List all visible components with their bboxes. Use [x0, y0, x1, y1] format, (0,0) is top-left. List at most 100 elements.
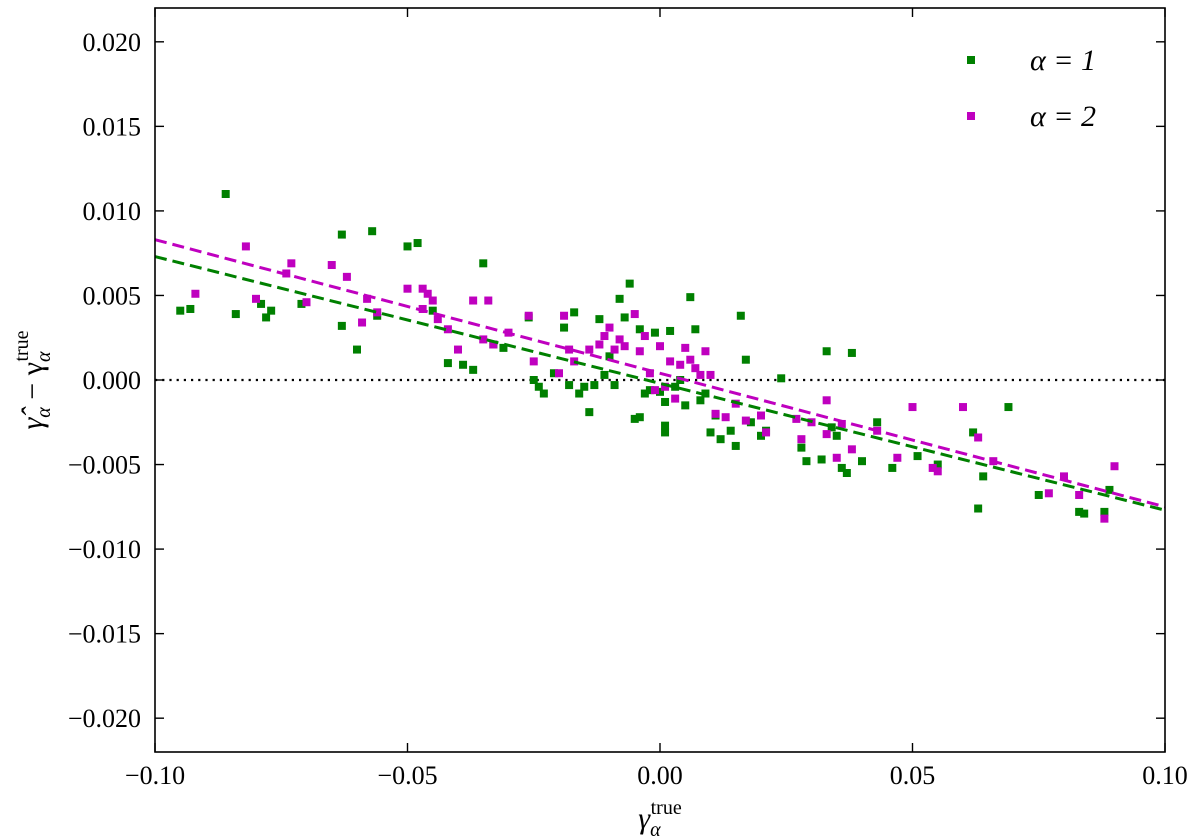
data-point — [358, 318, 367, 327]
data-point — [873, 418, 882, 427]
x-tick-label: 0.00 — [637, 761, 683, 790]
data-point — [499, 343, 508, 352]
data-point — [661, 428, 670, 437]
data-point — [433, 315, 442, 324]
data-point — [671, 394, 680, 403]
data-point — [403, 284, 412, 293]
data-point — [403, 242, 412, 251]
data-point — [640, 389, 649, 398]
data-point — [191, 289, 200, 298]
data-point — [479, 335, 488, 344]
data-point — [797, 435, 806, 444]
data-point — [176, 306, 185, 315]
data-point — [928, 463, 937, 472]
data-point — [741, 355, 750, 364]
data-point — [1110, 462, 1119, 471]
data-point — [736, 311, 745, 320]
data-point — [706, 428, 715, 437]
data-point — [832, 453, 841, 462]
data-point — [635, 413, 644, 422]
data-point — [974, 504, 983, 513]
data-point — [959, 403, 967, 412]
data-point — [827, 423, 836, 432]
series-2-points — [191, 242, 1119, 523]
data-point — [681, 401, 690, 410]
data-point — [342, 272, 351, 281]
data-point — [1034, 490, 1043, 499]
data-point — [363, 294, 372, 303]
data-point — [691, 325, 700, 334]
data-point — [746, 418, 755, 427]
data-point — [762, 428, 771, 437]
data-point — [757, 411, 765, 420]
data-point — [368, 227, 377, 236]
data-point — [615, 294, 624, 303]
x-axis-title-sub: α — [650, 819, 661, 840]
data-point — [645, 386, 654, 395]
data-point — [337, 230, 346, 239]
data-point — [847, 445, 856, 454]
data-point — [580, 382, 589, 391]
x-tick-label: −0.10 — [125, 761, 185, 790]
data-point — [459, 360, 468, 369]
data-point — [428, 306, 437, 315]
data-point — [822, 396, 831, 405]
data-point — [489, 340, 498, 349]
data-point — [479, 259, 488, 268]
data-point — [933, 460, 942, 469]
data-point — [842, 469, 851, 477]
data-point — [186, 304, 195, 313]
data-point — [817, 455, 826, 464]
data-point — [661, 397, 670, 406]
data-point — [1060, 472, 1068, 481]
data-point — [792, 414, 801, 423]
data-point — [656, 387, 664, 396]
series-2-fit-line — [154, 238, 1166, 509]
data-point — [620, 313, 629, 322]
data-point — [443, 359, 452, 368]
data-point — [524, 311, 533, 320]
data-point — [610, 381, 619, 390]
y-tick-label: 0.010 — [83, 197, 142, 226]
data-point — [555, 369, 563, 378]
data-point — [1044, 489, 1053, 498]
data-point — [691, 364, 700, 373]
data-point — [741, 416, 750, 425]
series-1-fit-line — [154, 255, 1166, 512]
legend: α = 1 α = 2 — [967, 44, 1096, 133]
data-point — [605, 323, 614, 332]
data-point — [423, 289, 432, 298]
data-point — [645, 369, 654, 378]
y-tick-label: −0.010 — [68, 535, 141, 564]
data-point — [711, 409, 720, 418]
data-point — [908, 403, 917, 412]
data-point — [302, 298, 311, 307]
data-point — [529, 376, 538, 384]
series-1-points — [176, 190, 1114, 518]
data-point — [625, 279, 634, 288]
data-point — [837, 419, 846, 428]
data-point — [529, 357, 538, 366]
data-point — [671, 382, 680, 391]
data-point — [428, 296, 437, 305]
data-point — [221, 190, 230, 198]
data-point — [661, 421, 670, 430]
x-tick-label: 0.05 — [890, 761, 936, 790]
data-point — [731, 441, 740, 450]
legend-swatch — [967, 56, 975, 64]
data-point — [565, 345, 574, 354]
data-point — [837, 463, 846, 472]
data-point — [979, 472, 988, 481]
data-point — [661, 382, 670, 391]
data-point — [726, 426, 735, 435]
data-point — [595, 315, 604, 324]
data-point — [888, 463, 897, 472]
data-point — [575, 389, 584, 398]
data-point — [1075, 490, 1084, 499]
data-point — [257, 299, 266, 308]
x-axis-title-sup: true — [651, 797, 682, 819]
data-point — [241, 242, 250, 251]
data-point — [676, 360, 685, 369]
data-point — [802, 457, 811, 466]
